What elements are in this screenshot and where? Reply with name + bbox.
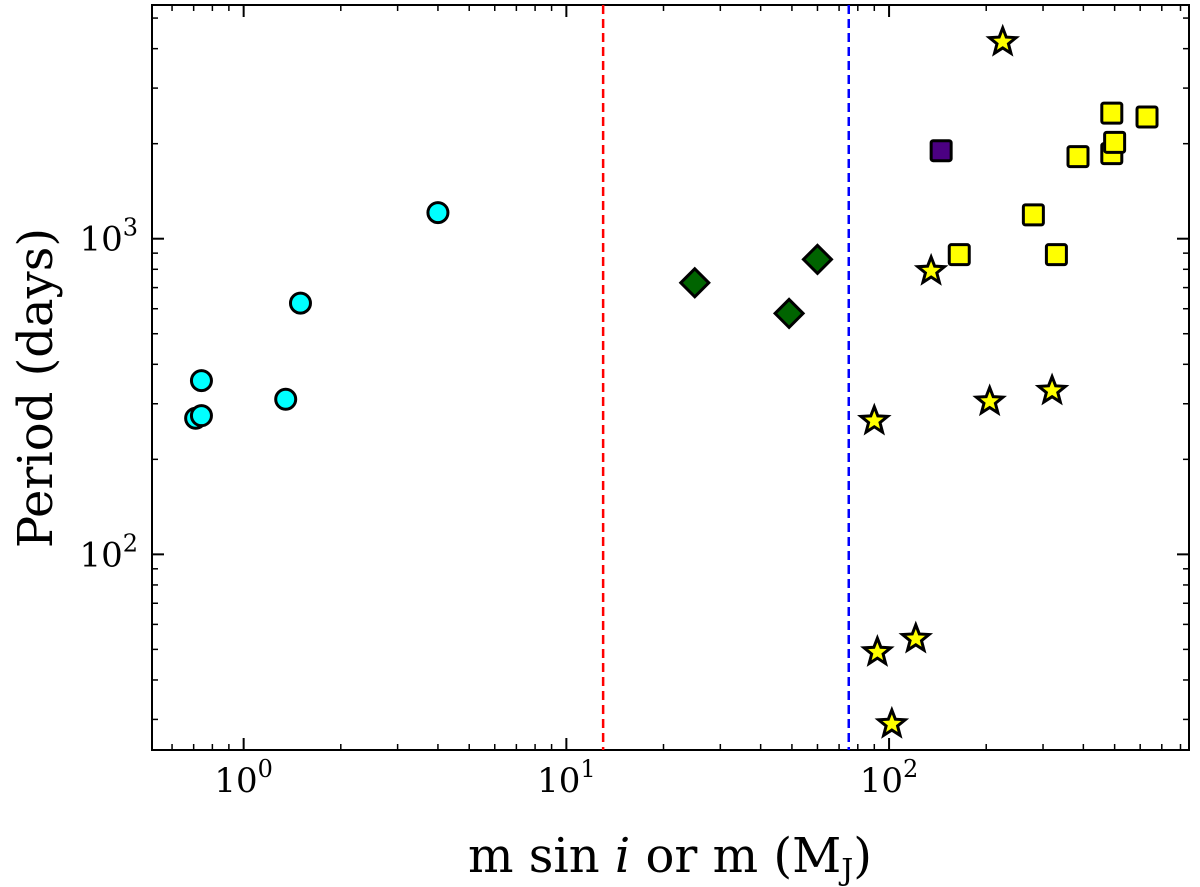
purple-square-point <box>929 139 953 163</box>
yellow-stars-point <box>857 402 892 436</box>
x-axis-title-italic: i <box>615 828 630 884</box>
cyan-circles-point <box>274 387 298 411</box>
y-axis-title: Period (days) <box>8 228 64 548</box>
yellow-squares-point <box>1100 101 1124 125</box>
axis-ticks: 100 101 102 102 103 <box>79 5 1189 801</box>
yellow-squares-point <box>1135 105 1159 129</box>
yellow-squares-point <box>1021 203 1045 227</box>
plot-frame <box>151 4 1190 751</box>
reference-lines <box>601 5 850 750</box>
green-diamonds-point <box>801 243 834 276</box>
x-tick-label: 101 <box>537 755 596 801</box>
x-axis-title-pre: m sin <box>468 828 615 884</box>
data-points <box>184 23 1159 739</box>
cyan-circles-point <box>189 369 213 393</box>
x-axis-title-close: ) <box>853 828 872 884</box>
yellow-stars-point <box>972 383 1007 417</box>
y-tick-label: 103 <box>79 214 138 260</box>
x-tick-label: 102 <box>860 755 919 801</box>
x-axis-title-sub: J <box>838 853 853 887</box>
yellow-stars-point <box>913 252 949 286</box>
yellow-stars-point <box>874 705 910 739</box>
yellow-squares-point <box>1103 130 1127 154</box>
cyan-circles-point <box>189 404 213 428</box>
yellow-squares-point <box>947 243 971 267</box>
x-axis-title-post: or m (M <box>630 828 841 884</box>
yellow-stars-point <box>1034 372 1070 406</box>
cyan-circles-point <box>426 201 450 225</box>
yellow-stars-point <box>898 620 934 654</box>
yellow-squares-point <box>1044 243 1068 267</box>
yellow-squares-point <box>1066 145 1090 169</box>
green-diamonds-point <box>772 297 806 330</box>
yellow-stars-point <box>860 633 895 667</box>
yellow-stars-point <box>985 23 1021 57</box>
x-axis-title: m sin i or m (MJ) <box>468 828 872 887</box>
cyan-circles-point <box>288 291 312 315</box>
x-tick-label: 100 <box>214 755 273 801</box>
y-tick-label: 102 <box>79 529 138 575</box>
green-diamonds-point <box>678 266 711 299</box>
